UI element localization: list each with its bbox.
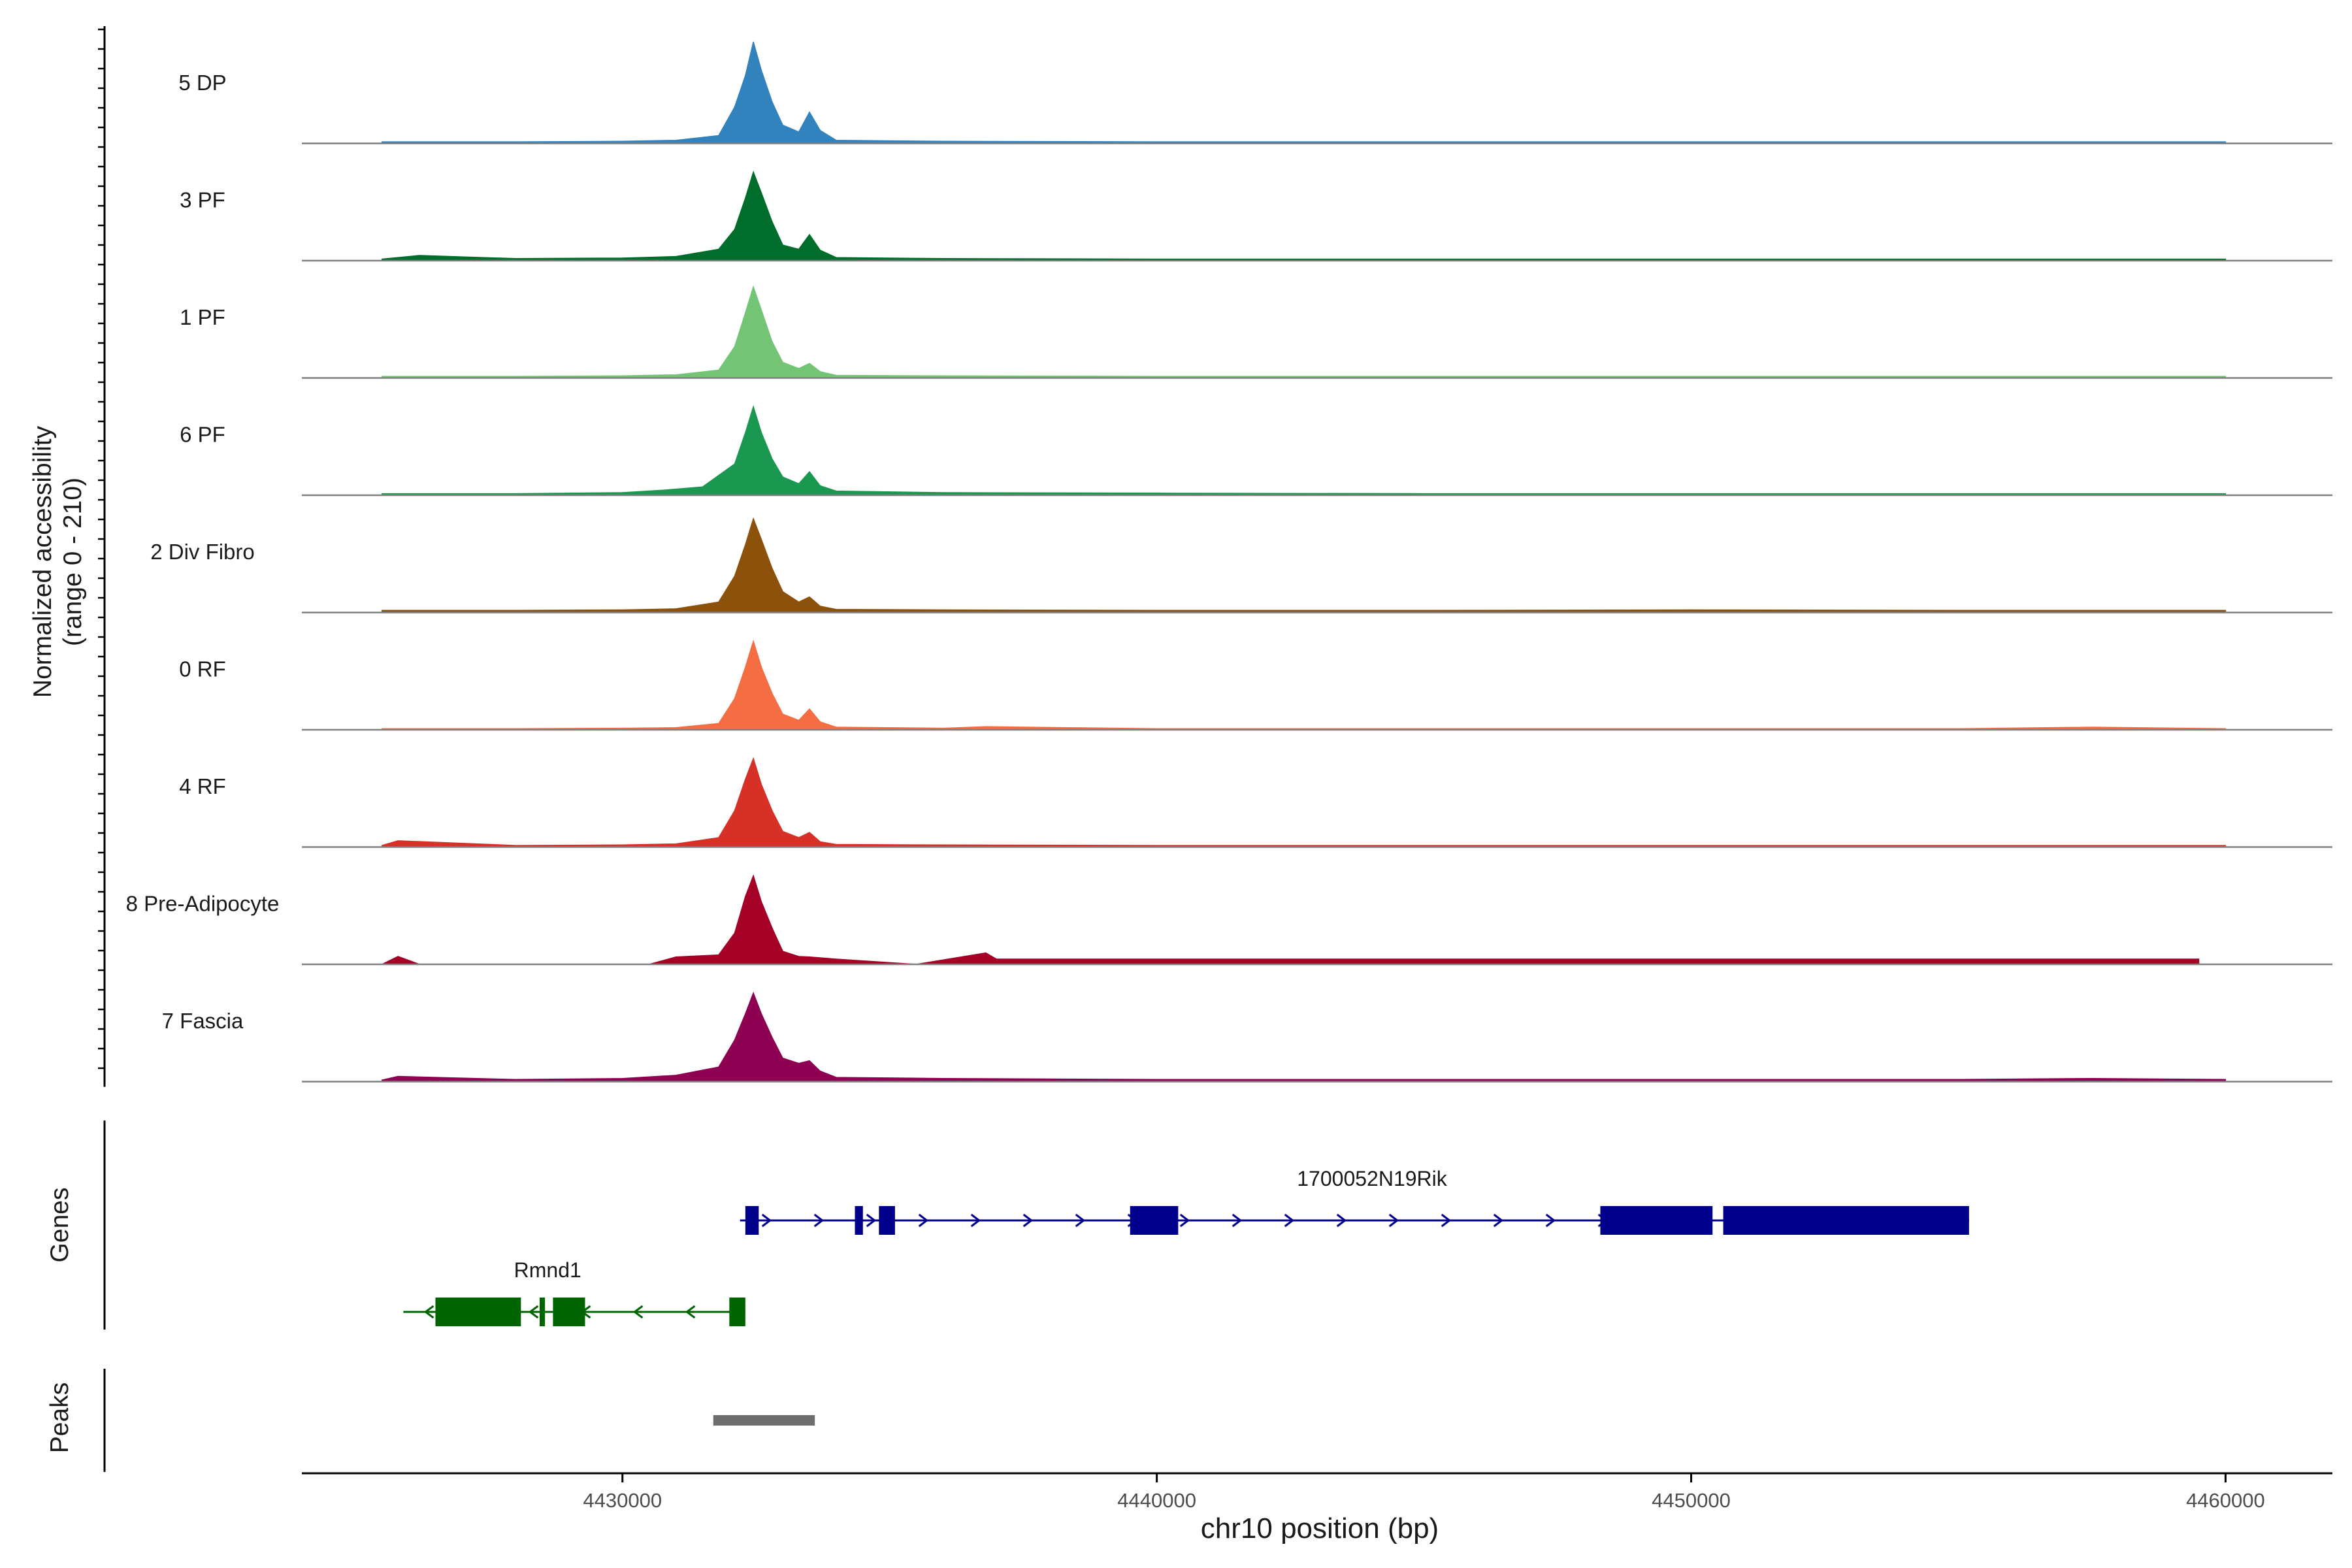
exon-block (553, 1298, 585, 1326)
strand-arrow (423, 1305, 434, 1319)
coverage-track: 4 RF (179, 757, 2332, 848)
strand-arrow (685, 1305, 696, 1319)
exon-block (539, 1298, 546, 1326)
track-label: 7 Fascia (162, 1009, 244, 1033)
coverage-track: 7 Fascia (162, 991, 2332, 1083)
y-axis (98, 26, 106, 1087)
x-tick-label: 4450000 (1652, 1489, 1731, 1512)
exon-block (745, 1206, 759, 1235)
coverage-area (381, 404, 2227, 496)
coverage-track: 8 Pre-Adipocyte (126, 874, 2332, 966)
strand-arrow (1493, 1213, 1504, 1228)
gene-model: 1700052N19Rik (740, 1167, 1969, 1235)
track-label: 0 RF (179, 657, 226, 681)
exon-block (855, 1206, 863, 1235)
gene-track: 1700052N19Rik Rmnd1 (103, 1120, 1969, 1330)
exon-block (1130, 1206, 1179, 1235)
coverage-track: 6 PF (180, 404, 2332, 497)
coverage-track: 2 Div Fibro (150, 517, 2332, 613)
exon-block (1600, 1206, 1713, 1235)
coverage-area (381, 757, 2227, 848)
strand-arrow (1388, 1213, 1399, 1228)
coverage-area (381, 41, 2227, 144)
coverage-track: 3 PF (180, 171, 2332, 262)
gene-label: Rmnd1 (514, 1258, 581, 1282)
track-label: 1 PF (180, 305, 225, 329)
coverage-area (381, 285, 2227, 379)
strand-arrow (1232, 1213, 1243, 1228)
x-axis: 4430000 4440000 4450000 4460000 (302, 1472, 2332, 1512)
track-label: 6 PF (180, 422, 225, 446)
strand-arrow (813, 1213, 825, 1228)
strand-arrow (970, 1213, 981, 1228)
strand-arrow (528, 1305, 539, 1319)
strand-arrow (1022, 1213, 1034, 1228)
exon-block (1723, 1206, 1969, 1235)
strand-arrow (761, 1213, 772, 1228)
x-tick-label: 4430000 (583, 1489, 662, 1512)
track-label: 3 PF (180, 188, 225, 212)
strand-arrow (632, 1305, 644, 1319)
strand-arrow (1336, 1213, 1347, 1228)
track-label: 8 Pre-Adipocyte (126, 891, 280, 915)
strand-arrow (1179, 1213, 1190, 1228)
x-tick-label: 4440000 (1117, 1489, 1196, 1512)
coverage-track: 0 RF (179, 639, 2332, 731)
exon-block (435, 1298, 521, 1326)
track-label: 4 RF (179, 774, 226, 798)
y-axis-title-line2: (range 0 - 210) (59, 478, 87, 646)
strand-arrow (866, 1213, 877, 1228)
coverage-area (381, 171, 2227, 261)
track-label: 5 DP (178, 71, 226, 95)
strand-arrow (1441, 1213, 1452, 1228)
coverage-area (381, 991, 2227, 1083)
x-axis-title: chr10 position (bp) (1201, 1512, 1439, 1544)
coverage-tracks: 5 DP 3 PF 1 PF 6 PF 2 Div Fibro 0 RF 4 RF 8 Pre… (126, 41, 2332, 1083)
exon-block (879, 1206, 895, 1235)
track-label: 2 Div Fibro (150, 540, 255, 564)
y-axis-title-line1: Normalized accessibility (29, 425, 57, 698)
strand-arrow (1075, 1213, 1086, 1228)
coverage-area (381, 639, 2227, 730)
peaks-panel-title: Peaks (46, 1382, 74, 1453)
strand-arrow (918, 1213, 929, 1228)
strand-arrow (1284, 1213, 1295, 1228)
genes-panel-title: Genes (46, 1188, 74, 1263)
strand-arrow (1545, 1213, 1556, 1228)
gene-label: 1700052N19Rik (1297, 1167, 1448, 1190)
peak-track (103, 1369, 815, 1472)
coverage-track: 5 DP (178, 41, 2332, 144)
coverage-area (382, 874, 2200, 965)
coverage-area (381, 517, 2227, 613)
gene-model: Rmnd1 (403, 1258, 745, 1326)
x-tick-label: 4460000 (2186, 1489, 2265, 1512)
coverage-track: 1 PF (180, 285, 2332, 379)
peak-region (713, 1415, 815, 1426)
exon-block (729, 1298, 745, 1326)
